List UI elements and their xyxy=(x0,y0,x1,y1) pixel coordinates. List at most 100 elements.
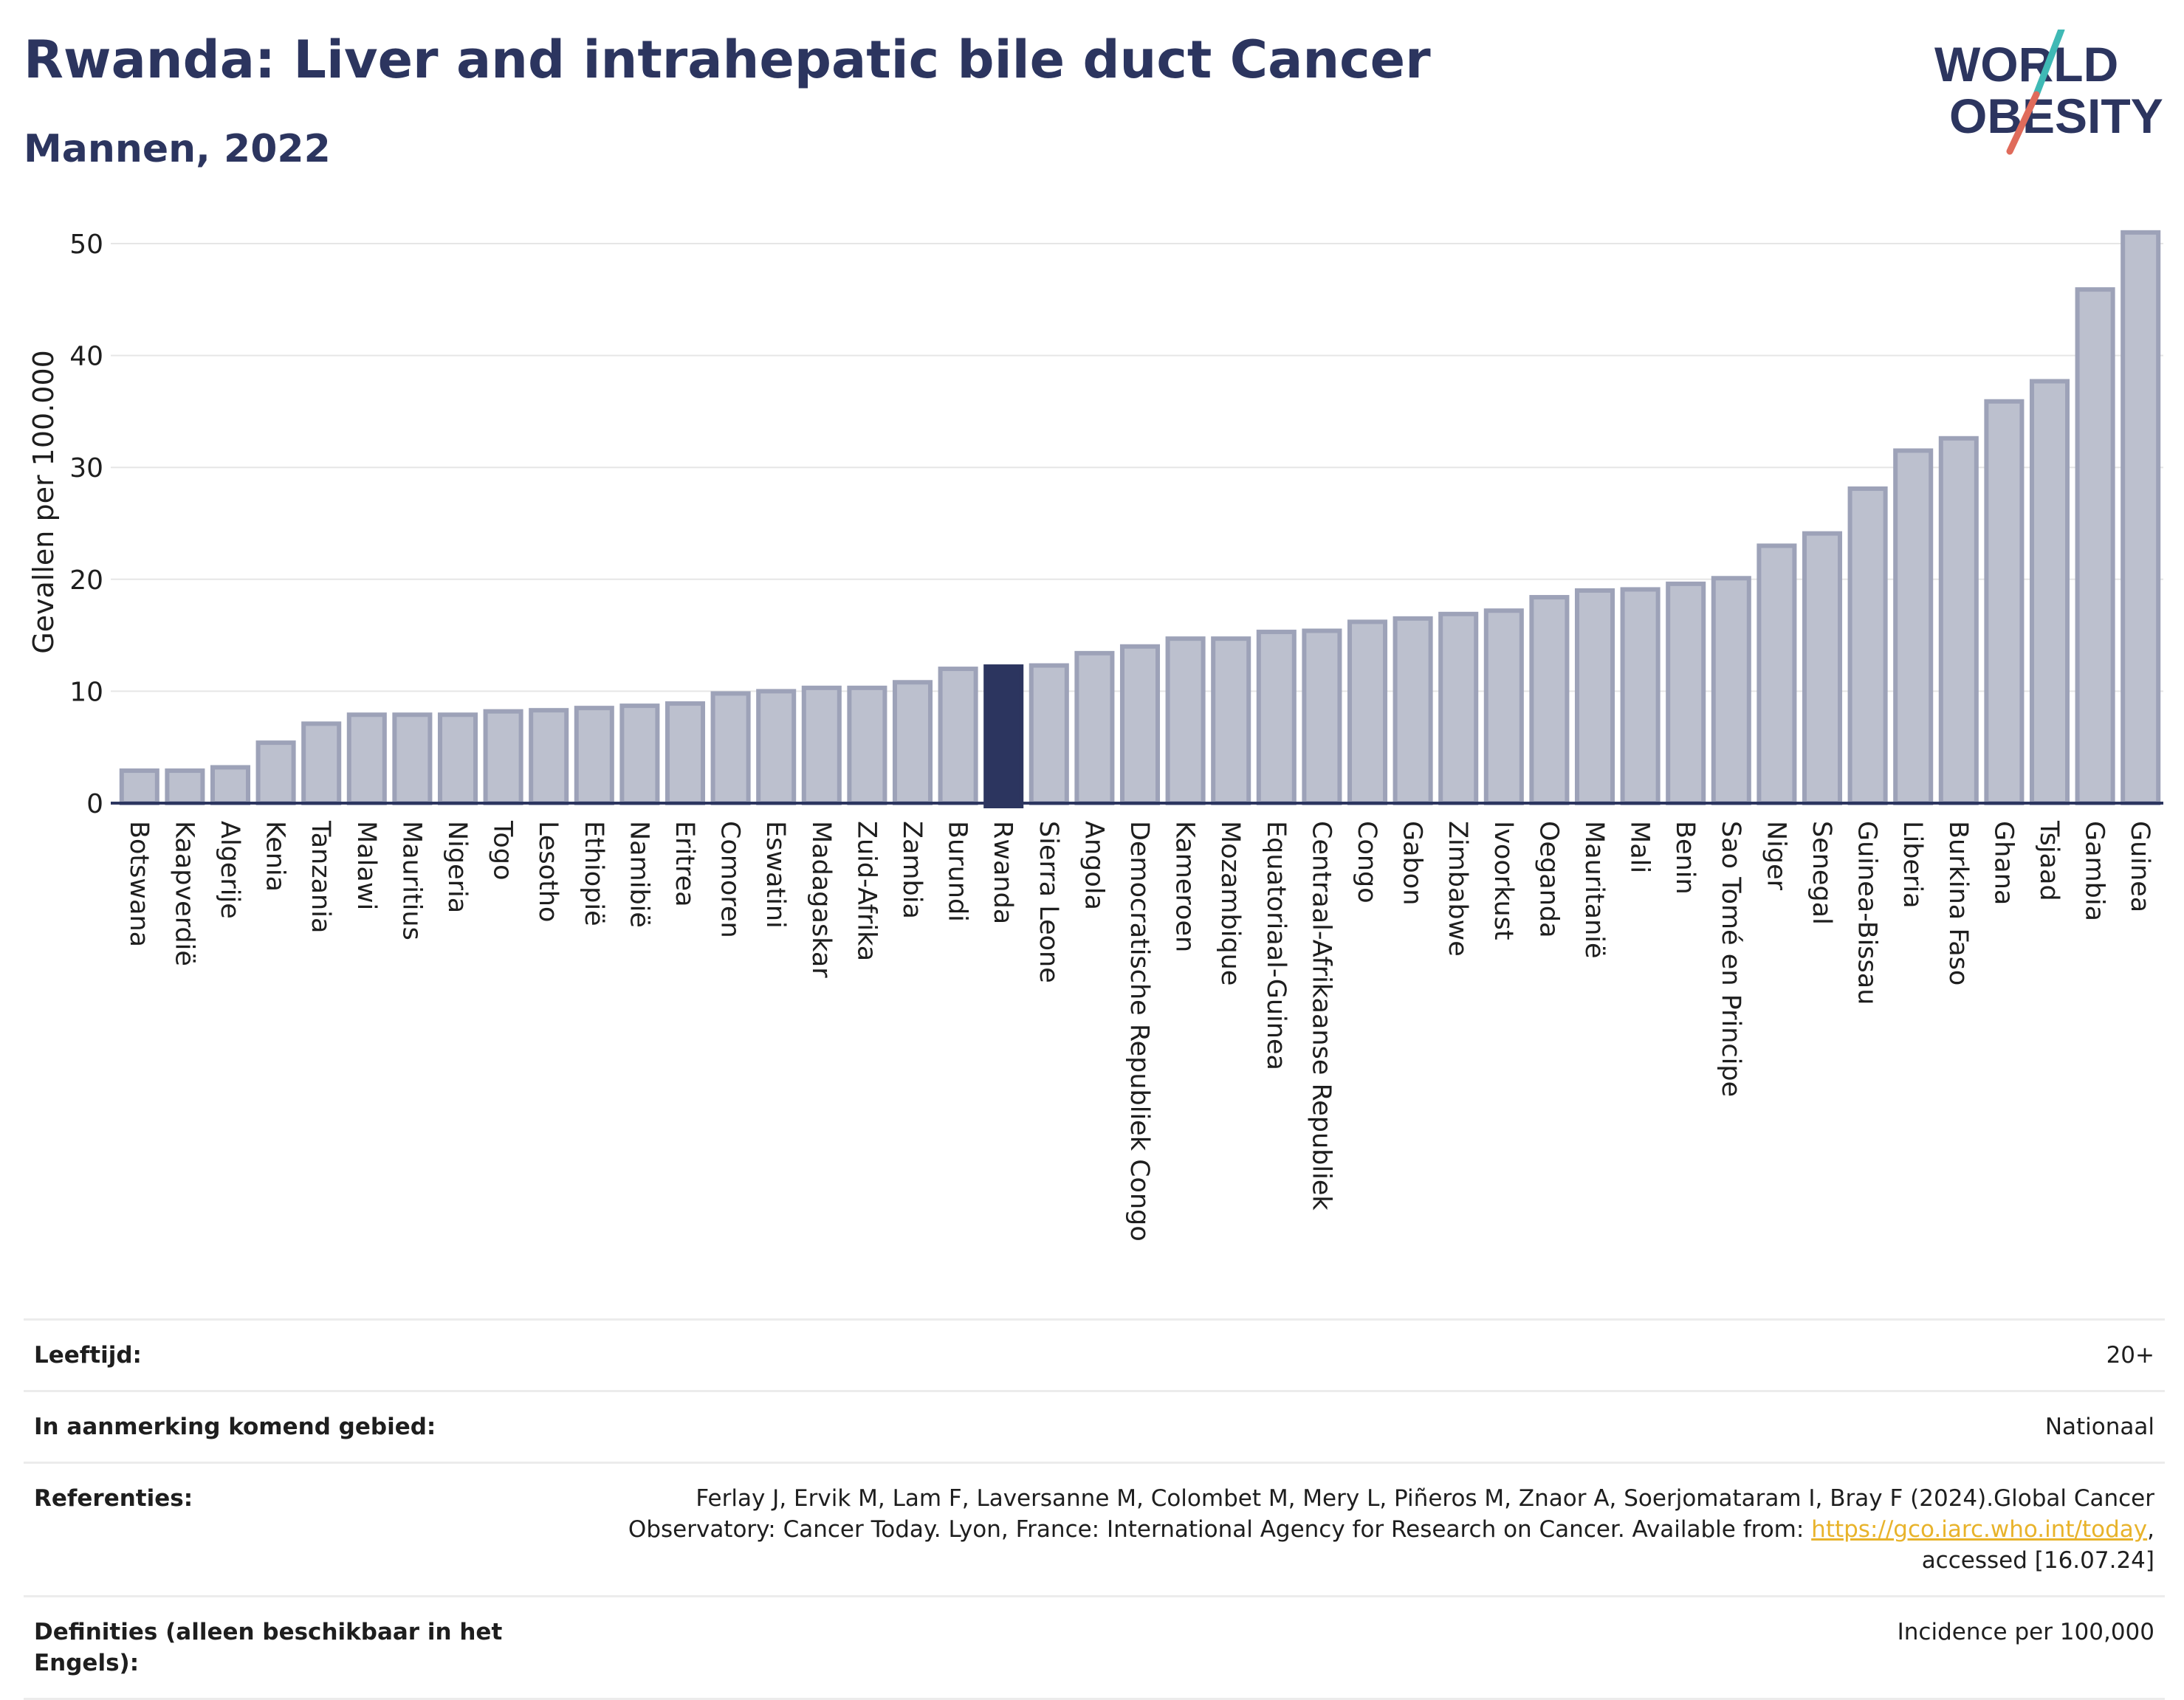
bar-benin xyxy=(1666,581,1706,805)
x-tick-label: Mali xyxy=(1625,821,1655,873)
x-tick-label: Niger xyxy=(1761,821,1790,891)
definitions-label: Definities (alleen beschikbaar in het En… xyxy=(34,1619,503,1676)
x-tick-label: Zimbabwe xyxy=(1443,821,1472,957)
x-tick-label: Angola xyxy=(1079,821,1108,910)
bar-tsjaad xyxy=(2029,379,2070,805)
age-value: 20+ xyxy=(2106,1342,2154,1369)
bar-malawi xyxy=(346,712,387,806)
bar-ethiopi- xyxy=(574,706,614,806)
bar-gabon xyxy=(1393,616,1433,805)
bar-mali xyxy=(1620,587,1661,805)
x-tick-label: Mauritanië xyxy=(1579,821,1609,959)
world-obesity-logo: WORLD OBESITY xyxy=(1934,30,2163,155)
x-tick-label: Malawi xyxy=(351,821,381,910)
bar-equatoriaal-guinea xyxy=(1256,630,1297,805)
bar-oeganda xyxy=(1529,595,1570,806)
bar-zuid-afrika xyxy=(847,685,887,805)
references-link[interactable]: https://gco.iarc.who.int/today xyxy=(1811,1516,2148,1543)
logo-text-obesity: OBESITY xyxy=(1949,89,2163,143)
logo-slash-teal xyxy=(2033,30,2065,98)
bar-mozambique xyxy=(1211,636,1251,806)
area-value: Nationaal xyxy=(2044,1414,2154,1440)
y-tick-label: 40 xyxy=(69,342,103,372)
x-tick-label: Madagaskar xyxy=(806,821,836,978)
info-row-references: Referenties: Ferlay J, Ervik M, Lam F, L… xyxy=(24,1462,2165,1595)
x-tick-label: Burkina Faso xyxy=(1943,821,1973,985)
bar-eswatini xyxy=(756,689,797,806)
x-tick-label: Togo xyxy=(488,820,518,880)
bar-nigeria xyxy=(437,712,478,806)
definitions-value: Incidence per 100,000 xyxy=(1897,1619,2154,1645)
y-tick-label: 30 xyxy=(69,453,103,483)
references-text: Ferlay J, Ervik M, Lam F, Laversanne M, … xyxy=(628,1485,2154,1543)
bar-lesotho xyxy=(529,708,569,805)
x-tick-label: Benin xyxy=(1670,821,1700,895)
info-row-area: In aanmerking komend gebied: Nationaal xyxy=(24,1390,2165,1462)
x-tick-label: Kenia xyxy=(261,821,290,892)
x-tick-label: Sierra Leone xyxy=(1034,821,1063,983)
bar-burkina-faso xyxy=(1938,436,1979,805)
bar-kaapverdi- xyxy=(165,768,205,806)
page-subtitle: Mannen, 2022 xyxy=(24,127,331,171)
x-tick-label: Mauritius xyxy=(396,821,426,940)
bar-ivoorkust xyxy=(1483,608,1524,805)
references-value: Ferlay J, Ervik M, Lam F, Laversanne M, … xyxy=(514,1483,2154,1576)
x-tick-label: Ethiopië xyxy=(579,821,608,926)
bar-ghana xyxy=(1984,399,2025,805)
bar-congo xyxy=(1347,619,1388,806)
bar-guinea xyxy=(2121,230,2161,805)
x-tick-label: Guinea xyxy=(2125,821,2154,912)
x-tick-label: Eswatini xyxy=(760,821,790,929)
info-table: Leeftijd: 20+ In aanmerking komend gebie… xyxy=(24,1318,2165,1700)
x-tick-label: Congo xyxy=(1352,821,1381,904)
x-tick-label: Zambia xyxy=(897,821,927,919)
x-tick-label: Liberia xyxy=(1898,821,1927,909)
x-tick-label: Democratische Republiek Congo xyxy=(1124,821,1154,1242)
y-tick-label: 0 xyxy=(86,789,103,819)
axes: 0 10 20 30 40 50 Botswana Kaapverdië Algerije Ken… xyxy=(69,230,2163,1242)
bar-sao-tom-en-principe xyxy=(1711,576,1751,805)
bar-sierra-leone xyxy=(1029,663,1069,805)
x-tick-label: Kaapverdië xyxy=(169,821,199,966)
logo-slash-red xyxy=(2006,91,2040,155)
bar-kenia xyxy=(255,740,296,805)
x-tick-label: Eritrea xyxy=(670,821,699,907)
area-label: In aanmerking komend gebied: xyxy=(34,1414,436,1440)
x-tick-label: Zuid-Afrika xyxy=(851,821,881,961)
age-label: Leeftijd: xyxy=(34,1342,142,1369)
bar-burundi xyxy=(938,667,978,806)
y-tick-label: 50 xyxy=(69,230,103,260)
bar-liberia xyxy=(1893,448,1934,806)
x-tick-label: Oeganda xyxy=(1534,821,1563,938)
references-accessed: , accessed [16.07.24] xyxy=(1921,1516,2154,1574)
x-tick-label: Burundi xyxy=(943,821,972,922)
bar-algerije xyxy=(210,765,251,806)
bar-chart: 0 10 20 30 40 50 Botswana Kaapverdië Algerije Ken… xyxy=(27,230,2163,1242)
x-tick-label: Gabon xyxy=(1398,821,1427,905)
x-tick-label: Tsjaad xyxy=(2034,820,2064,901)
bar-guinea-bissau xyxy=(1847,486,1888,806)
x-tick-label: Equatoriaal-Guinea xyxy=(1261,821,1291,1070)
x-tick-label: Botswana xyxy=(124,821,154,947)
bar-togo xyxy=(483,709,523,805)
bar-centraal-afrikaanse-republiek xyxy=(1302,628,1342,806)
bar-zambia xyxy=(892,680,933,805)
bar-rwanda xyxy=(983,664,1024,808)
bar-mauritius xyxy=(392,712,433,806)
info-row-definitions: Definities (alleen beschikbaar in het En… xyxy=(24,1595,2165,1700)
x-tick-label: Nigeria xyxy=(442,821,472,913)
x-tick-label: Guinea-Bissau xyxy=(1852,821,1882,1005)
bar-botswana xyxy=(119,768,159,806)
bar-comoren xyxy=(710,691,751,805)
x-tick-label: Ghana xyxy=(1988,821,2018,905)
bar-gambia xyxy=(2075,287,2115,805)
logo-text-world: WORLD xyxy=(1934,37,2118,92)
x-tick-label: Kameroen xyxy=(1170,821,1200,952)
x-tick-label: Comoren xyxy=(715,821,745,938)
y-axis-label: Gevallen per 100.000 xyxy=(27,350,60,654)
x-tick-label: Ivoorkust xyxy=(1488,821,1518,940)
bar-zimbabwe xyxy=(1438,611,1479,806)
page-title: Rwanda: Liver and intrahepatic bile duct… xyxy=(24,30,1431,90)
bar-kameroen xyxy=(1165,636,1206,806)
x-tick-label: Centraal-Afrikaanse Republiek xyxy=(1306,821,1336,1211)
